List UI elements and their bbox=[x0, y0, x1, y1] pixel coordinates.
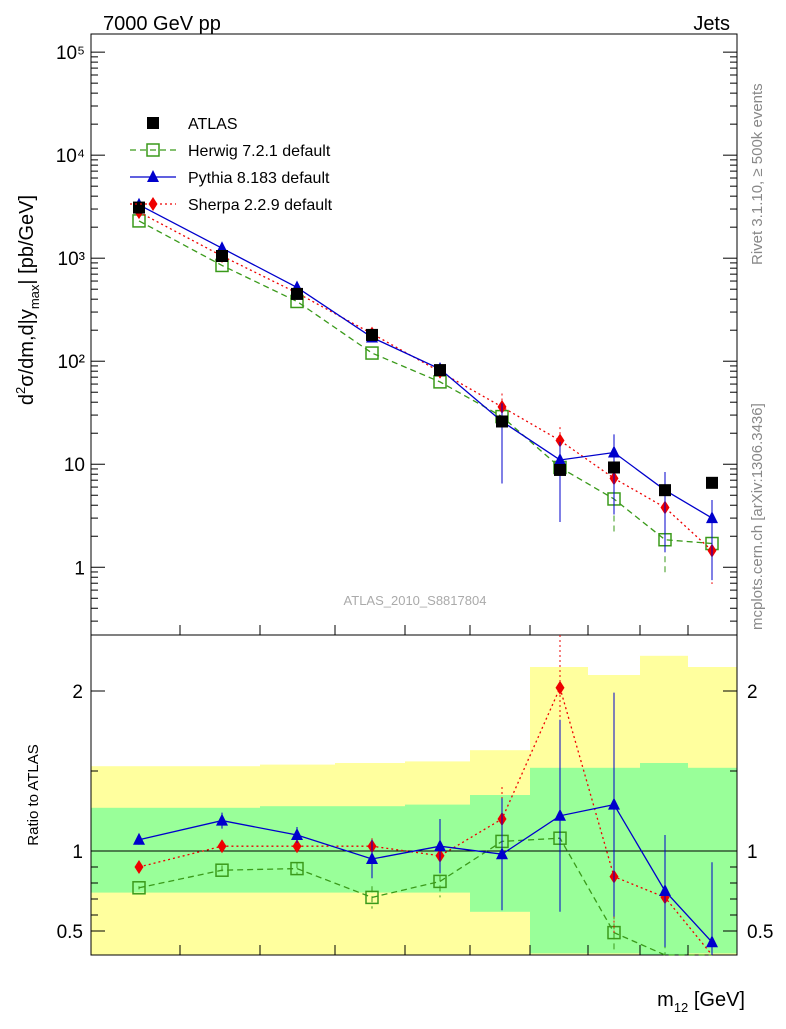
y-tick-label: 10³ bbox=[58, 249, 85, 270]
legend-marker bbox=[146, 143, 160, 157]
ratio-series bbox=[132, 635, 718, 956]
ratio-point-herwig bbox=[132, 881, 146, 895]
ratio-tick-label: 2 bbox=[72, 682, 83, 703]
ratio-point-herwig bbox=[290, 861, 304, 876]
y-tick-label: 10⁵ bbox=[56, 43, 85, 64]
series-line-herwig bbox=[138, 220, 713, 545]
legend-label: ATLAS bbox=[188, 116, 238, 133]
y-tick-label: 10⁴ bbox=[56, 146, 85, 167]
data-point-pythia bbox=[706, 511, 718, 524]
data-point-herwig bbox=[365, 346, 379, 360]
green-band-bin bbox=[640, 763, 688, 955]
ratio-point-pythia bbox=[291, 828, 303, 840]
green-band-bin bbox=[530, 767, 588, 954]
data-point-atlas bbox=[608, 461, 620, 474]
ratio-point-pythia bbox=[659, 884, 671, 896]
legend-label: Herwig 7.2.1 default bbox=[188, 143, 331, 160]
ratio-point-pythia bbox=[706, 935, 718, 948]
ratio-point-pythia bbox=[608, 797, 620, 810]
ratio-point-sherpa bbox=[292, 839, 302, 854]
ratio-point-pythia bbox=[133, 832, 145, 845]
ratio-point-herwig bbox=[365, 890, 379, 905]
data-point-atlas bbox=[496, 415, 508, 428]
data-point-sherpa bbox=[555, 433, 565, 448]
y-tick-label: 10² bbox=[58, 352, 85, 373]
ratio-tick-label-right: 1 bbox=[747, 842, 758, 863]
watermark-label: ATLAS_2010_S8817804 bbox=[344, 593, 487, 608]
ratio-tick-label: 0.5 bbox=[57, 922, 83, 943]
ratio-point-pythia bbox=[366, 852, 378, 864]
ratio-tick-label: 1 bbox=[72, 842, 83, 863]
y-axis-title-ratio: Ratio to ATLAS bbox=[25, 744, 42, 845]
ratio-line-sherpa bbox=[138, 685, 713, 956]
ratio-point-sherpa bbox=[217, 839, 227, 854]
y-tick-label: 1 bbox=[74, 558, 85, 579]
ratio-point-pythia bbox=[554, 808, 566, 821]
data-point-atlas bbox=[133, 201, 145, 214]
legend-marker bbox=[147, 117, 159, 129]
x-axis-title: m12 [GeV] bbox=[657, 989, 745, 1015]
ratio-point-herwig bbox=[433, 874, 447, 889]
y-tick-label: 10 bbox=[64, 455, 85, 476]
ratio-line-pythia bbox=[138, 803, 713, 943]
ratio-point-pythia bbox=[434, 839, 446, 852]
ratio-point-pythia bbox=[216, 813, 228, 826]
main-series bbox=[132, 197, 719, 584]
ratio-tick-label-right: 2 bbox=[747, 682, 758, 703]
legend-label: Sherpa 2.2.9 default bbox=[188, 197, 333, 214]
ratio-point-pythia bbox=[496, 847, 508, 860]
ratio-tick-label-right: 0.5 bbox=[747, 922, 773, 943]
legend-label: Pythia 8.183 default bbox=[188, 170, 330, 187]
data-point-atlas bbox=[434, 364, 446, 377]
data-point-atlas bbox=[366, 328, 378, 341]
data-point-atlas bbox=[216, 250, 228, 263]
side-text-top: Rivet 3.1.10, ≥ 500k events bbox=[749, 83, 766, 265]
series-line-sherpa bbox=[138, 211, 713, 552]
y-axis-title-main: d2σ/dm,d|ymax| [pb/GeV] bbox=[13, 195, 42, 405]
ratio-point-sherpa bbox=[134, 860, 144, 874]
data-point-atlas bbox=[706, 476, 718, 489]
legend-marker bbox=[148, 197, 158, 211]
legend-marker bbox=[147, 170, 159, 182]
ratio-bands bbox=[91, 655, 737, 955]
ratio-point-herwig bbox=[215, 863, 229, 877]
ratio-panel-border bbox=[90, 634, 738, 956]
data-point-pythia bbox=[554, 452, 566, 465]
series-line-pythia bbox=[138, 204, 713, 519]
legend: ATLAS Herwig 7.2.1 default Pythia 8.183 de… bbox=[130, 116, 333, 214]
data-point-atlas bbox=[554, 463, 566, 476]
data-point-atlas bbox=[291, 287, 303, 300]
ratio-point-sherpa bbox=[555, 680, 565, 695]
header-right: Jets bbox=[693, 13, 730, 35]
side-text-bottom: mcplots.cern.ch [arXiv:1306.3436] bbox=[749, 403, 766, 630]
data-point-atlas bbox=[659, 484, 671, 497]
green-band-bin bbox=[91, 807, 180, 893]
ratio-line-herwig bbox=[138, 837, 712, 956]
data-point-pythia bbox=[608, 445, 620, 458]
header-left: 7000 GeV pp bbox=[103, 13, 221, 35]
